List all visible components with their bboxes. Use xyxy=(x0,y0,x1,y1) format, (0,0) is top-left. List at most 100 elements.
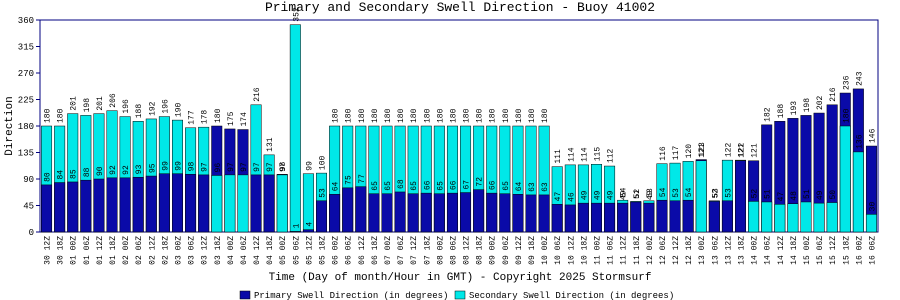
bar xyxy=(604,202,616,233)
bar xyxy=(826,202,838,233)
value-label: 111 xyxy=(554,149,563,164)
bar xyxy=(630,201,642,233)
value-label: 53 xyxy=(711,188,720,198)
bar xyxy=(433,193,445,233)
value-label: 177 xyxy=(188,110,197,125)
x-tick-label: 14 06Z xyxy=(764,236,773,265)
x-tick-label: 06 00Z xyxy=(332,236,341,265)
value-label: 178 xyxy=(201,110,210,125)
value-label: 92 xyxy=(109,165,118,175)
value-label: 49 xyxy=(593,190,602,200)
value-label: 64 xyxy=(515,182,524,192)
value-label: 51 xyxy=(803,189,812,199)
x-tick-label: 02 12Z xyxy=(148,236,157,265)
value-label: 49 xyxy=(607,190,616,200)
value-label: 53 xyxy=(646,188,655,198)
y-tick-label: 225 xyxy=(18,96,34,106)
x-tick-label: 06 06Z xyxy=(345,236,354,265)
x-axis-label: Time (Day of month/Hour in GMT) - Copyri… xyxy=(269,272,652,284)
value-label: 188 xyxy=(135,104,144,119)
bar xyxy=(748,201,760,233)
value-label: 352 xyxy=(292,7,301,22)
value-label: 72 xyxy=(476,177,485,187)
value-label: 97 xyxy=(240,162,249,172)
bar xyxy=(538,194,550,233)
value-label: 65 xyxy=(371,181,380,191)
bar xyxy=(329,194,341,233)
bar xyxy=(368,193,380,233)
value-label: 4 xyxy=(305,222,314,227)
bar xyxy=(316,200,328,233)
x-tick-label: 14 00Z xyxy=(751,236,760,265)
bar xyxy=(813,202,825,233)
value-label: 236 xyxy=(842,75,851,90)
value-label: 196 xyxy=(161,99,170,114)
x-tick-label: 02 00Z xyxy=(122,236,131,265)
value-label: 51 xyxy=(764,189,773,199)
x-tick-label: 05 06Z xyxy=(292,236,301,265)
value-label: 98 xyxy=(279,161,288,171)
x-tick-label: 05 18Z xyxy=(319,236,328,265)
x-tick-label: 04 06Z xyxy=(240,236,249,265)
value-label: 95 xyxy=(148,163,157,173)
bar xyxy=(590,202,602,233)
bar xyxy=(171,173,183,233)
value-label: 180 xyxy=(345,108,354,123)
bar xyxy=(407,193,419,233)
value-label: 99 xyxy=(174,161,183,171)
value-label: 88 xyxy=(83,167,92,177)
legend-swatch xyxy=(454,290,466,300)
x-tick-label: 08 00Z xyxy=(436,236,445,265)
x-tick-label: 11 06Z xyxy=(607,236,616,265)
value-label: 30 xyxy=(868,202,877,212)
value-label: 90 xyxy=(96,166,105,176)
value-label: 115 xyxy=(593,147,602,162)
value-label: 67 xyxy=(463,180,472,190)
value-label: 85 xyxy=(70,169,79,179)
value-label: 180 xyxy=(44,108,53,123)
value-label: 53 xyxy=(672,188,681,198)
value-label: 175 xyxy=(227,111,236,126)
x-tick-label: 10 12Z xyxy=(567,236,576,265)
x-tick-label: 06 18Z xyxy=(371,236,380,265)
value-label: 180 xyxy=(436,108,445,123)
value-label: 202 xyxy=(816,95,825,110)
value-label: 243 xyxy=(855,71,864,86)
value-label: 66 xyxy=(449,180,458,190)
x-tick-label: 07 18Z xyxy=(423,236,432,265)
value-label: 193 xyxy=(790,101,799,116)
value-label: 180 xyxy=(476,108,485,123)
value-label: 97 xyxy=(266,162,275,172)
value-label: 48 xyxy=(790,191,799,201)
y-tick-label: 90 xyxy=(23,175,34,185)
x-tick-label: 01 18Z xyxy=(109,236,118,265)
x-tick-label: 01 00Z xyxy=(70,236,79,265)
bar xyxy=(93,178,105,233)
value-label: 180 xyxy=(515,108,524,123)
value-label: 92 xyxy=(122,165,131,175)
x-tick-label: 11 12Z xyxy=(620,236,629,265)
value-label: 146 xyxy=(868,128,877,143)
value-label: 97 xyxy=(227,162,236,172)
value-label: 180 xyxy=(449,108,458,123)
value-label: 54 xyxy=(685,187,694,197)
bar xyxy=(669,200,681,233)
x-tick-label: 08 12Z xyxy=(463,236,472,265)
x-tick-label: 08 18Z xyxy=(476,236,485,265)
value-label: 50 xyxy=(829,190,838,200)
x-tick-label: 12 12Z xyxy=(672,236,681,265)
value-label: 180 xyxy=(541,108,550,123)
x-tick-label: 10 06Z xyxy=(554,236,563,265)
value-label: 131 xyxy=(266,137,275,152)
value-label: 49 xyxy=(816,190,825,200)
x-tick-label: 13 00Z xyxy=(698,236,707,265)
value-label: 1 xyxy=(292,223,301,228)
x-tick-label: 09 00Z xyxy=(489,236,498,265)
x-tick-label: 03 00Z xyxy=(174,236,183,265)
x-tick-label: 06 12Z xyxy=(358,236,367,265)
value-label: 180 xyxy=(528,108,537,123)
y-tick-label: 315 xyxy=(18,43,34,53)
x-tick-label: 14 18Z xyxy=(790,236,799,265)
chart-title: Primary and Secondary Swell Direction - … xyxy=(265,0,655,15)
